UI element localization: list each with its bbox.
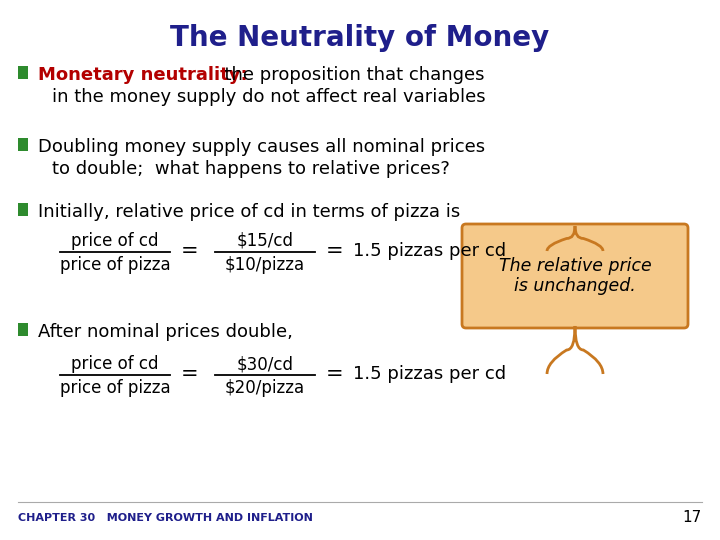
Text: The Neutrality of Money: The Neutrality of Money — [171, 24, 549, 52]
Text: 17: 17 — [683, 510, 702, 525]
Text: the proposition that changes: the proposition that changes — [213, 66, 485, 84]
Text: After nominal prices double,: After nominal prices double, — [38, 323, 293, 341]
Text: CHAPTER 30   MONEY GROWTH AND INFLATION: CHAPTER 30 MONEY GROWTH AND INFLATION — [18, 513, 313, 523]
Text: =: = — [326, 364, 344, 384]
Text: price of pizza: price of pizza — [60, 379, 171, 397]
Text: $15/cd: $15/cd — [236, 232, 294, 250]
Text: to double;  what happens to relative prices?: to double; what happens to relative pric… — [52, 160, 450, 178]
Text: The relative price
is unchanged.: The relative price is unchanged. — [499, 256, 652, 295]
Text: =: = — [326, 241, 344, 261]
Text: Doubling money supply causes all nominal prices: Doubling money supply causes all nominal… — [38, 138, 485, 156]
Text: $30/cd: $30/cd — [236, 355, 294, 373]
Text: Monetary neutrality:: Monetary neutrality: — [38, 66, 248, 84]
Text: price of cd: price of cd — [71, 355, 158, 373]
FancyBboxPatch shape — [18, 203, 28, 216]
FancyBboxPatch shape — [18, 323, 28, 336]
Text: in the money supply do not affect real variables: in the money supply do not affect real v… — [52, 88, 485, 106]
FancyBboxPatch shape — [18, 138, 28, 151]
Text: $20/pizza: $20/pizza — [225, 379, 305, 397]
Text: price of cd: price of cd — [71, 232, 158, 250]
Text: 1.5 pizzas per cd: 1.5 pizzas per cd — [353, 242, 506, 260]
FancyBboxPatch shape — [18, 66, 28, 79]
Text: price of pizza: price of pizza — [60, 256, 171, 274]
Text: =: = — [181, 364, 199, 384]
Text: 1.5 pizzas per cd: 1.5 pizzas per cd — [353, 365, 506, 383]
Text: Initially, relative price of cd in terms of pizza is: Initially, relative price of cd in terms… — [38, 203, 460, 221]
FancyBboxPatch shape — [462, 224, 688, 328]
Text: =: = — [181, 241, 199, 261]
Text: $10/pizza: $10/pizza — [225, 256, 305, 274]
